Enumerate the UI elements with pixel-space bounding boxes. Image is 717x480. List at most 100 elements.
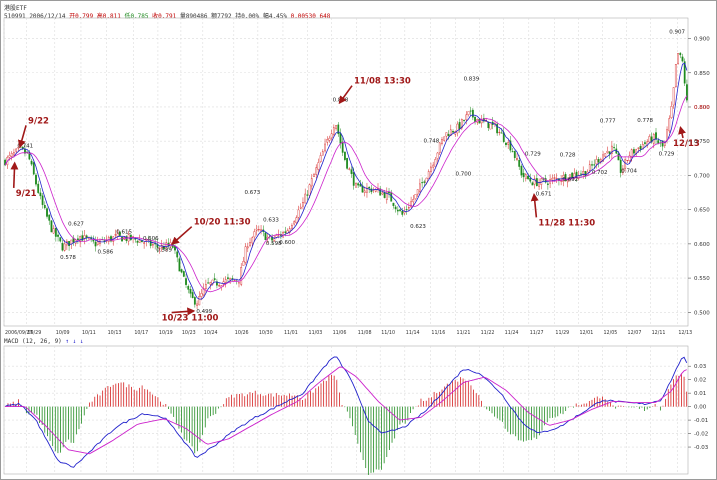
candle-body-254 (564, 174, 567, 181)
candle-body-62 (141, 240, 143, 243)
candle-body-235 (522, 172, 525, 178)
candle-body-284 (630, 149, 633, 158)
candle-body-42 (96, 241, 99, 245)
annotation-arrow-0 (17, 125, 27, 149)
candle-body-246 (546, 183, 549, 185)
x-tick-label-4: 10/13 (108, 330, 122, 336)
candle-body-208 (463, 119, 465, 121)
price-label-17: 0.729 (525, 152, 541, 158)
candle-body-227 (505, 142, 507, 145)
macd-dif-line (5, 356, 688, 468)
price-label-10: 0.598 (266, 241, 282, 247)
candle-body-153 (341, 141, 344, 153)
candle-body-238 (529, 178, 532, 182)
price-label-1: 0.627 (68, 221, 84, 227)
candle-body-134 (299, 206, 302, 209)
quote-code: 510991 (4, 13, 26, 20)
macd-y-label-3: 0.00 (694, 405, 707, 411)
candle-body-91 (204, 284, 207, 289)
candle-body-24 (57, 234, 59, 237)
candle-body-183 (407, 207, 410, 209)
price-label-22: 0.777 (600, 119, 616, 125)
candle-body-86 (193, 297, 196, 305)
candle-body-280 (622, 169, 624, 173)
candle-body-259 (575, 171, 578, 177)
candle-body-279 (619, 159, 622, 173)
candle-body-41 (94, 241, 97, 247)
candle-body-225 (500, 132, 503, 134)
macd-lines (5, 356, 688, 468)
candle-body-265 (588, 164, 591, 171)
candle-body-239 (531, 182, 534, 186)
macd-y-label-2: 0.01 (694, 391, 706, 397)
candle-body-147 (328, 137, 331, 141)
candle-body-53 (121, 237, 123, 242)
candle-body-155 (346, 158, 349, 169)
x-tick-label-10: 10/30 (259, 330, 273, 336)
candle-body-185 (412, 199, 415, 203)
candle-body-228 (507, 141, 510, 145)
candle-body-100 (224, 279, 227, 283)
candle-body-281 (624, 159, 627, 169)
candle-body-294 (652, 134, 655, 144)
candle-body-141 (315, 167, 318, 175)
macd-label: MACD (12, 26, 9) (4, 338, 62, 345)
candle-body-210 (467, 111, 470, 115)
candle-body-12 (30, 160, 33, 165)
price-label-24: 0.778 (637, 118, 653, 124)
candle-body-17 (41, 195, 44, 205)
annotation-arrow-4 (338, 85, 353, 105)
candle-body-200 (445, 132, 448, 137)
candle-body-102 (229, 277, 232, 281)
candle-body-156 (348, 168, 351, 170)
macd-title: MACD (12, 26, 9) ↑ ↓ ↓ (4, 338, 83, 345)
annotation-1: 9/21 (16, 189, 37, 199)
candle-body-236 (524, 174, 527, 179)
candle-body-292 (648, 136, 651, 143)
x-tick-label-6: 10/19 (159, 330, 173, 336)
symbol-title: 港股ETF (4, 5, 27, 12)
candle-body-152 (339, 133, 342, 144)
x-tick-label-7: 10/23 (182, 330, 196, 336)
candle-body-272 (604, 153, 607, 157)
candle-body-33 (77, 238, 79, 241)
x-tick-label-19: 11/22 (481, 330, 495, 336)
price-label-23: 0.704 (621, 169, 637, 175)
candle-body-15 (37, 183, 40, 193)
candle-body-211 (469, 110, 472, 112)
candle-body-90 (202, 288, 205, 296)
annotation-6: 12/13 (673, 139, 700, 149)
candle-body-108 (242, 261, 245, 266)
candle-body-309 (685, 84, 688, 101)
candle-body-87 (196, 303, 198, 306)
candle-body-151 (337, 124, 340, 135)
candle-body-293 (650, 136, 653, 143)
x-tick-label-13: 11/06 (333, 330, 347, 336)
annotation-2: 10/20 11:30 (194, 218, 251, 228)
annotation-arrow-5 (530, 192, 539, 218)
candle-body-45 (103, 240, 106, 242)
macd-y-label-0: 0.03 (694, 364, 707, 370)
candle-body-67 (152, 244, 154, 246)
candle-body-81 (182, 271, 185, 277)
candle-body-270 (599, 159, 602, 162)
annotation-arrow-6 (678, 125, 686, 139)
candle-body-290 (644, 142, 646, 144)
moving-averages (4, 62, 688, 300)
candle-body-188 (419, 183, 421, 192)
candle-body-127 (284, 231, 287, 233)
macd-y-label-1: 0.02 (694, 378, 706, 384)
candle-body-306 (679, 52, 682, 56)
candle-body-220 (489, 123, 492, 130)
candle-body-144 (321, 151, 324, 156)
candle-body-99 (222, 281, 225, 285)
annotation-3: 10/23 11:00 (162, 314, 219, 324)
x-tick-label-21: 11/27 (530, 330, 544, 336)
candle-body-37 (85, 235, 88, 238)
candle-body-233 (518, 159, 521, 167)
candle-body-203 (452, 131, 454, 133)
x-tick-label-8: 10/24 (204, 330, 218, 336)
candle-body-79 (178, 258, 181, 272)
candle-body-271 (602, 154, 604, 162)
candle-body-9 (24, 149, 26, 154)
